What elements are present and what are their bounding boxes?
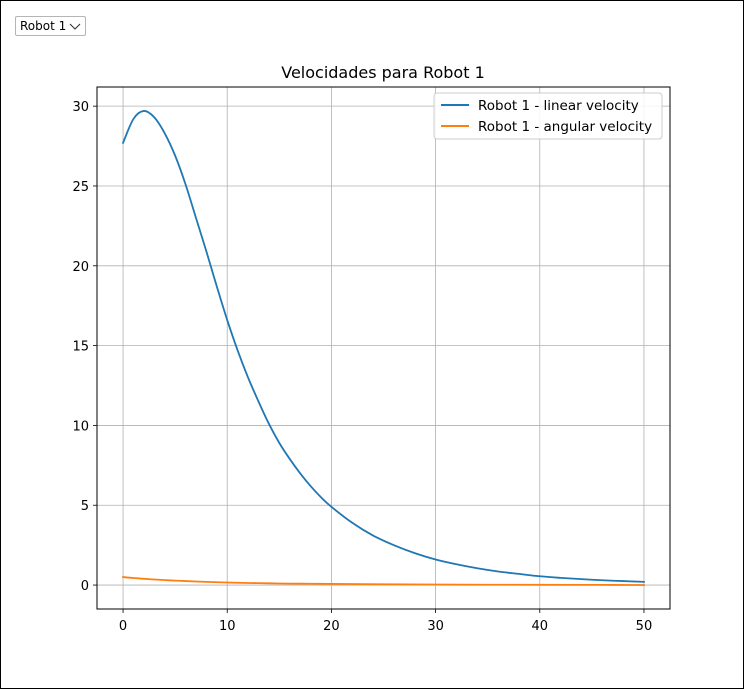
y-tick-label: 10 [72,419,89,434]
grid-layer [97,87,670,609]
plot-frame [96,86,671,610]
legend-label-angular: Robot 1 - angular velocity [478,119,652,135]
legend-box [433,92,663,140]
y-tick-label: 20 [72,260,89,275]
y-tick-label: 30 [72,100,89,115]
y-tick-label: 15 [72,340,89,355]
robot-select[interactable]: Robot 1 [15,16,86,36]
chart-title: Velocidades para Robot 1 [281,63,485,82]
tick-layer: 0 10 20 30 40 50 0 5 10 15 20 25 30 [72,100,652,634]
x-tick-label: 50 [636,619,653,634]
robot-select-value: Robot 1 [20,19,67,33]
y-tick-label: 25 [72,180,89,195]
x-tick-label: 0 [119,619,127,634]
legend-label-linear: Robot 1 - linear velocity [478,98,639,114]
y-tick-label: 5 [81,499,89,514]
x-tick-label: 10 [219,619,236,634]
chart-legend: Robot 1 - linear velocity Robot 1 - angu… [433,92,663,140]
x-tick-label: 40 [531,619,548,634]
series-layer [121,110,645,586]
series-line-linear-velocity [121,110,645,583]
x-tick-label: 30 [427,619,444,634]
series-line-angular-velocity [122,576,645,586]
chevron-down-icon [69,23,81,30]
x-tick-label: 20 [323,619,340,634]
y-tick-label: 0 [81,579,89,594]
